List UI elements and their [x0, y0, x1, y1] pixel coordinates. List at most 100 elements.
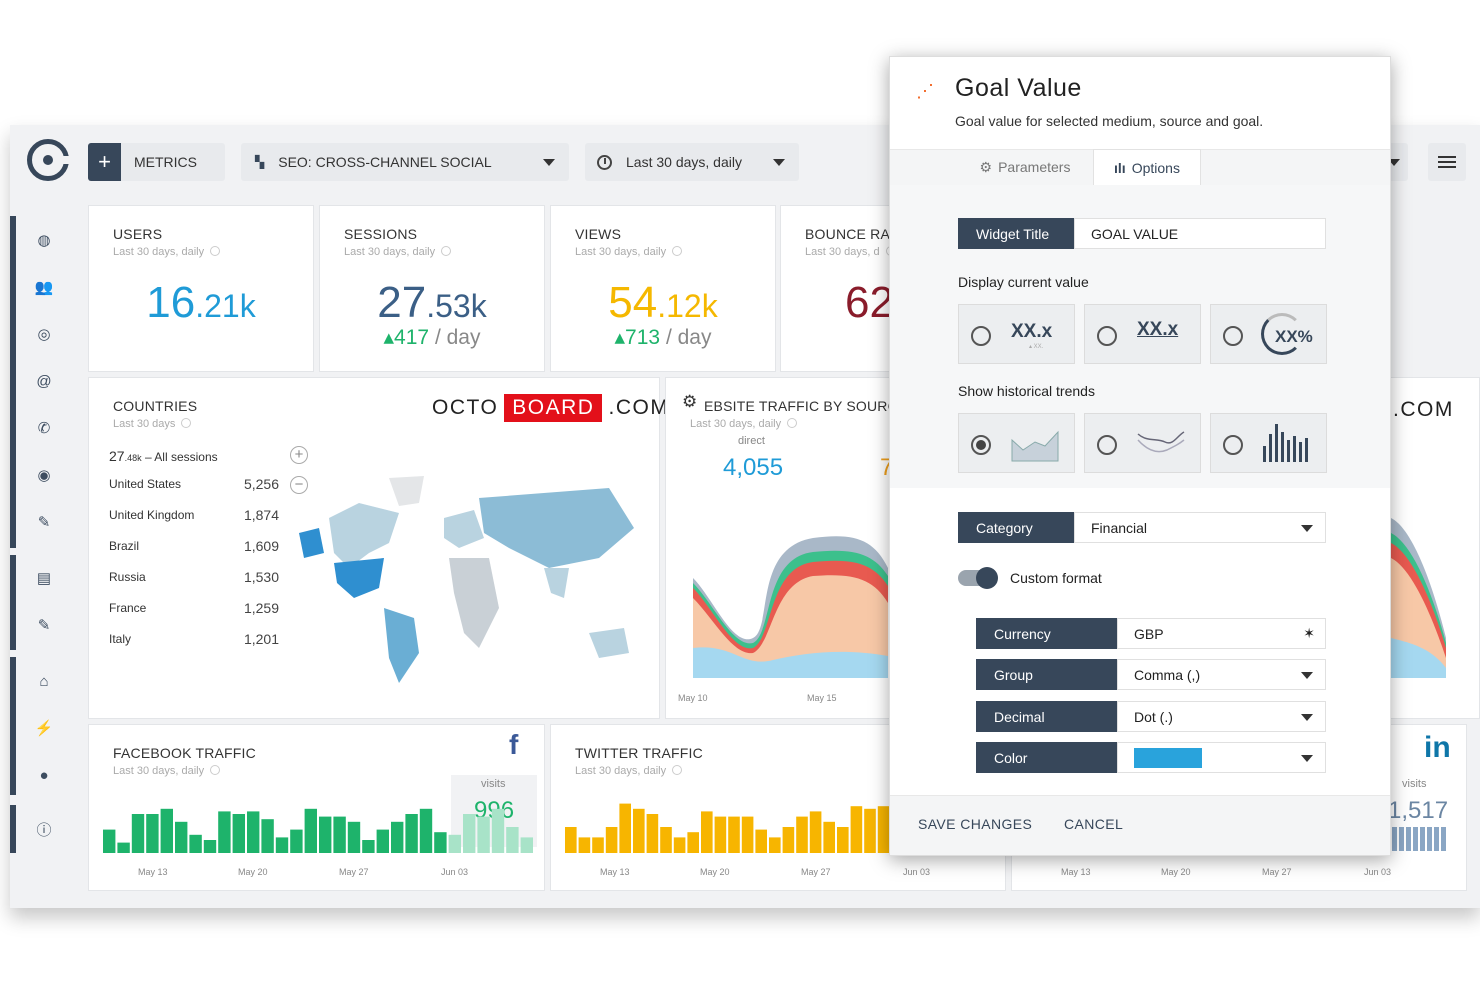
tab-options[interactable]: ılı Options [1093, 149, 1201, 185]
trend-option-bars[interactable] [1210, 413, 1327, 473]
bar [376, 829, 389, 853]
bar [189, 834, 202, 853]
bar [275, 837, 289, 853]
user-icon[interactable]: ● [39, 766, 49, 784]
location-icon[interactable]: ◉ [37, 467, 51, 484]
kpi-card-views[interactable]: VIEWS Last 30 days, daily 54.12k ▴713 / … [550, 205, 776, 372]
kpi-card-users[interactable]: USERS Last 30 days, daily 16.21k [88, 205, 314, 372]
bar [477, 816, 490, 853]
bar [160, 808, 173, 853]
currency-select[interactable]: GBP ✶ [1117, 618, 1326, 649]
tab-parameters[interactable]: ⚙ Parameters [979, 158, 1071, 176]
bar [391, 821, 404, 853]
users-icon[interactable]: 👥 [34, 279, 54, 296]
color-select[interactable] [1117, 742, 1326, 773]
color-swatch [1134, 747, 1202, 768]
bar [319, 816, 332, 853]
chevron-down-icon [1388, 159, 1400, 166]
right-partial-card[interactable]: .COM [1390, 377, 1480, 719]
bar [362, 840, 375, 853]
display-option-number[interactable]: XX.x ▴ XX. [958, 304, 1075, 364]
zoom-out-icon[interactable]: − [290, 476, 308, 494]
bar [741, 816, 754, 853]
brush-icon[interactable]: ✎ [37, 514, 51, 531]
dashboard-icon: ▚ [255, 155, 265, 169]
settings-icon: ⚙ [979, 158, 993, 175]
bar [218, 811, 231, 853]
list-item: France 1,259 [109, 599, 279, 616]
display-option-gauge[interactable]: XX% [1210, 304, 1327, 364]
app-logo[interactable] [27, 139, 71, 181]
clipboard-icon[interactable]: ▤ [36, 570, 52, 587]
plus-icon: + [88, 143, 121, 181]
bar [117, 842, 130, 853]
octoboard-brand: OCTO BOARD .COM [432, 394, 669, 422]
pen-icon[interactable]: ✎ [37, 617, 51, 634]
kpi-delta: ▴417 / day [383, 326, 481, 349]
sidebar-group-rail [10, 805, 16, 853]
countries-card[interactable]: COUNTRIES Last 30 days OCTO BOARD .COM 2… [88, 377, 668, 719]
bar [347, 821, 361, 853]
bar [823, 821, 835, 853]
kpi-card-sessions[interactable]: SESSIONS Last 30 days, daily 27.53k ▴417… [319, 205, 545, 372]
target-icon[interactable]: ◎ [37, 326, 51, 343]
bar [290, 829, 303, 853]
kpi-value: 54.12k [608, 278, 718, 327]
list-item: Brazil 1,609 [109, 537, 279, 554]
bank-icon[interactable]: ⌂ [39, 672, 49, 690]
bar [701, 811, 713, 853]
globe-icon[interactable]: ◍ [37, 232, 51, 249]
widget-title-label: Widget Title [958, 218, 1074, 249]
bar [419, 808, 433, 853]
clock-icon [597, 154, 612, 170]
bar [565, 827, 577, 853]
hamburger-icon [1438, 156, 1456, 168]
bar [333, 816, 346, 853]
bar [463, 814, 476, 853]
widget-title-input[interactable]: GOAL VALUE [1074, 218, 1326, 249]
group-select[interactable]: Comma (,) [1117, 659, 1326, 690]
linkedin-icon: in [1424, 731, 1451, 764]
board-select[interactable]: ▚ SEO: CROSS-CHANNEL SOCIAL [241, 143, 569, 181]
at-icon[interactable]: @ [36, 372, 52, 390]
world-map[interactable] [289, 458, 649, 698]
facebook-traffic-card[interactable]: FACEBOOK TRAFFIC Last 30 days, daily f v… [88, 724, 545, 891]
bar [619, 803, 631, 853]
bar [146, 814, 159, 853]
bar [728, 816, 740, 853]
cancel-button[interactable]: CANCEL [1064, 816, 1124, 832]
save-changes-button[interactable]: SAVE CHANGES [918, 816, 1033, 832]
cursor-icon: ✶ [1303, 625, 1315, 641]
list-item: Russia 1,530 [109, 568, 279, 585]
stacked-area-chart [693, 536, 888, 678]
facebook-bar-chart [103, 808, 533, 853]
bar [605, 827, 618, 853]
custom-format-toggle[interactable] [958, 567, 998, 589]
metrics-button[interactable]: + METRICS [88, 143, 225, 181]
bar [809, 811, 822, 853]
plug-icon[interactable]: ⚡ [34, 720, 54, 737]
bar [520, 837, 533, 853]
menu-button[interactable] [1428, 143, 1466, 181]
info-icon[interactable]: ⓘ [36, 821, 52, 839]
bar [506, 827, 519, 853]
zoom-in-icon[interactable]: + [290, 446, 308, 464]
category-select[interactable]: Financial [1074, 512, 1326, 543]
phone-icon[interactable]: ✆ [37, 420, 51, 437]
bar [203, 840, 217, 853]
bar [837, 827, 849, 853]
category-label: Category [958, 512, 1074, 543]
dialog-description: Goal value for selected medium, source a… [955, 113, 1264, 129]
display-option-underline[interactable]: XX.x [1084, 304, 1201, 364]
date-range-select[interactable]: Last 30 days, daily [585, 143, 799, 181]
twitter-traffic-card[interactable]: TWITTER TRAFFIC Last 30 days, daily May … [550, 724, 1006, 891]
trend-option-area[interactable] [958, 413, 1075, 473]
bar [687, 832, 699, 853]
bar [850, 806, 863, 853]
gear-icon[interactable]: ⚙ [682, 392, 698, 411]
trend-option-line[interactable] [1084, 413, 1201, 473]
bar [673, 837, 686, 853]
chevron-down-icon [1301, 524, 1313, 532]
bar [714, 816, 727, 853]
decimal-select[interactable]: Dot (.) [1117, 701, 1326, 732]
